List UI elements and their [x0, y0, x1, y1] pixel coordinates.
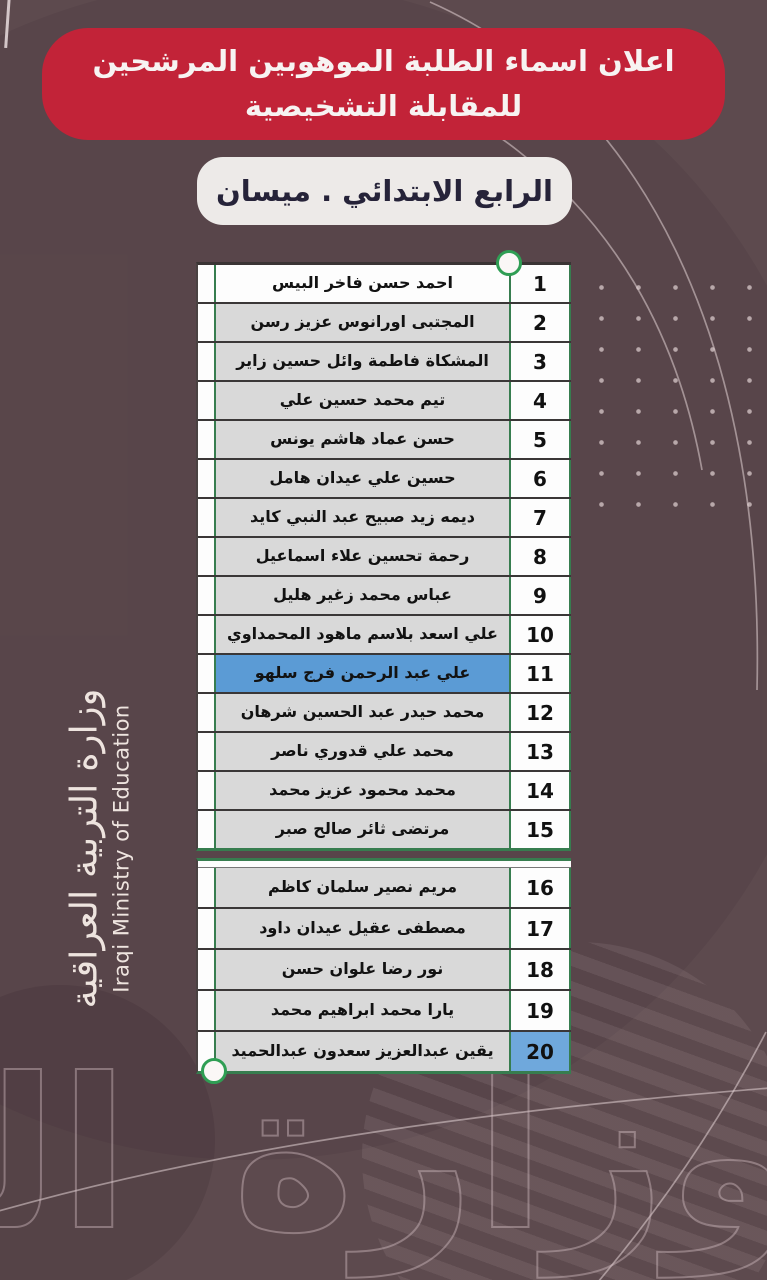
student-name-cell: يارا محمد ابراهيم محمد — [214, 991, 511, 1030]
table-row: محمد حيدر عبد الحسين شرهان 12 — [198, 694, 571, 733]
table-row: رحمة تحسين علاء اسماعيل 8 — [198, 538, 571, 577]
table-row: نور رضا علوان حسن 18 — [198, 950, 571, 991]
banner-title-line1: اعلان اسماء الطلبة الموهوبين المرشحين — [92, 44, 675, 79]
student-name-cell: المجتبى اورانوس عزيز رسن — [214, 304, 511, 341]
row-number-cell: 10 — [511, 616, 571, 653]
spacer-cell — [198, 265, 214, 302]
announcement-banner: اعلان اسماء الطلبة الموهوبين المرشحين لل… — [42, 28, 725, 140]
spacer-cell — [198, 499, 214, 536]
spacer-cell — [198, 304, 214, 341]
row-number-cell: 5 — [511, 421, 571, 458]
student-name-cell: علي اسعد بلاسم ماهود المحمداوي — [214, 616, 511, 653]
row-number-cell: 1 — [511, 265, 571, 302]
table-row: المجتبى اورانوس عزيز رسن 2 — [198, 304, 571, 343]
student-name-cell: نور رضا علوان حسن — [214, 950, 511, 989]
table-row: مرتضى ثائر صالح صبر 15 — [198, 811, 571, 848]
row-number-cell: 4 — [511, 382, 571, 419]
student-name-cell: حسن عماد هاشم يونس — [214, 421, 511, 458]
student-name-cell: رحمة تحسين علاء اسماعيل — [214, 538, 511, 575]
grade-province-badge: الرابع الابتدائي . ميسان — [197, 157, 572, 225]
spacer-cell — [198, 421, 214, 458]
spacer-cell — [198, 909, 214, 948]
student-table-section-2: مريم نصير سلمان كاظم 16 مصطفى عقيل عيدان… — [196, 858, 571, 1074]
table-row: عباس محمد زغير هليل 9 — [198, 577, 571, 616]
student-name-cell: تيم محمد حسين علي — [214, 382, 511, 419]
row-number-cell: 2 — [511, 304, 571, 341]
table-row: علي اسعد بلاسم ماهود المحمداوي 10 — [198, 616, 571, 655]
student-table-section-1: احمد حسن فاخر البيس 1 المجتبى اورانوس عز… — [196, 262, 571, 851]
student-name-cell: محمد حيدر عبد الحسين شرهان — [214, 694, 511, 731]
spacer-cell — [198, 950, 214, 989]
spacer-cell — [198, 655, 214, 692]
ministry-name-arabic: وزارة التربية العراقية — [62, 688, 106, 1009]
table-row: يقين عبدالعزيز سعدون عبدالحميد 20 — [198, 1032, 571, 1071]
row-number-cell: 11 — [511, 655, 571, 692]
row-number-cell: 20 — [511, 1032, 571, 1071]
student-name-cell: حسين علي عيدان هامل — [214, 460, 511, 497]
student-name-cell: محمد محمود عزيز محمد — [214, 772, 511, 809]
spacer-cell — [198, 577, 214, 614]
spacer-cell — [198, 460, 214, 497]
table-row: محمد محمود عزيز محمد 14 — [198, 772, 571, 811]
table-row: علي عبد الرحمن فرج سلهو 11 — [198, 655, 571, 694]
student-name-cell: علي عبد الرحمن فرج سلهو — [214, 655, 511, 692]
row-number-cell: 7 — [511, 499, 571, 536]
row-number-cell: 9 — [511, 577, 571, 614]
spacer-cell — [198, 538, 214, 575]
banner-title-line2: للمقابلة التشخيصية — [244, 89, 523, 123]
ministry-name-english: Iraqi Ministry of Education — [109, 704, 134, 993]
student-name-cell: المشكاة فاطمة وائل حسين زاير — [214, 343, 511, 380]
student-name-cell: محمد علي قدوري ناصر — [214, 733, 511, 770]
spacer-cell — [198, 772, 214, 809]
ministry-watermark: وزارة التربية — [0, 1035, 767, 1277]
row-number-cell: 6 — [511, 460, 571, 497]
table-top-strip — [198, 861, 571, 868]
tick-line-decoration — [4, 0, 11, 49]
table-row: مريم نصير سلمان كاظم 16 — [198, 868, 571, 909]
student-name-cell: مصطفى عقيل عيدان داود — [214, 909, 511, 948]
spacer-cell — [198, 868, 214, 907]
table-row: محمد علي قدوري ناصر 13 — [198, 733, 571, 772]
student-name-cell: مرتضى ثائر صالح صبر — [214, 811, 511, 848]
selection-handle-icon — [201, 1058, 227, 1084]
spacer-cell — [198, 343, 214, 380]
spacer-cell — [198, 733, 214, 770]
student-name-cell: احمد حسن فاخر البيس — [214, 265, 511, 302]
student-name-cell: يقين عبدالعزيز سعدون عبدالحميد — [214, 1032, 511, 1071]
student-name-cell: مريم نصير سلمان كاظم — [214, 868, 511, 907]
table-row: احمد حسن فاخر البيس 1 — [198, 265, 571, 304]
row-number-cell: 3 — [511, 343, 571, 380]
ministry-branding: وزارة التربية العراقية Iraqi Ministry of… — [46, 649, 151, 1049]
table-row: المشكاة فاطمة وائل حسين زاير 3 — [198, 343, 571, 382]
table-row: ديمه زيد صبيح عبد النبي كايد 7 — [198, 499, 571, 538]
row-number-cell: 13 — [511, 733, 571, 770]
row-number-cell: 19 — [511, 991, 571, 1030]
row-number-cell: 15 — [511, 811, 571, 848]
table-row: تيم محمد حسين علي 4 — [198, 382, 571, 421]
selection-handle-icon — [496, 250, 522, 276]
table-row: حسين علي عيدان هامل 6 — [198, 460, 571, 499]
dot-grid-decoration — [577, 266, 763, 516]
table-row: حسن عماد هاشم يونس 5 — [198, 421, 571, 460]
spacer-cell — [198, 616, 214, 653]
spacer-cell — [198, 694, 214, 731]
row-number-cell: 18 — [511, 950, 571, 989]
spacer-cell — [198, 811, 214, 848]
row-number-cell: 8 — [511, 538, 571, 575]
row-number-cell: 17 — [511, 909, 571, 948]
student-name-cell: عباس محمد زغير هليل — [214, 577, 511, 614]
table-row: يارا محمد ابراهيم محمد 19 — [198, 991, 571, 1032]
student-name-cell: ديمه زيد صبيح عبد النبي كايد — [214, 499, 511, 536]
spacer-cell — [198, 991, 214, 1030]
table-row: مصطفى عقيل عيدان داود 17 — [198, 909, 571, 950]
row-number-cell: 12 — [511, 694, 571, 731]
row-number-cell: 14 — [511, 772, 571, 809]
spacer-cell — [198, 382, 214, 419]
row-number-cell: 16 — [511, 868, 571, 907]
